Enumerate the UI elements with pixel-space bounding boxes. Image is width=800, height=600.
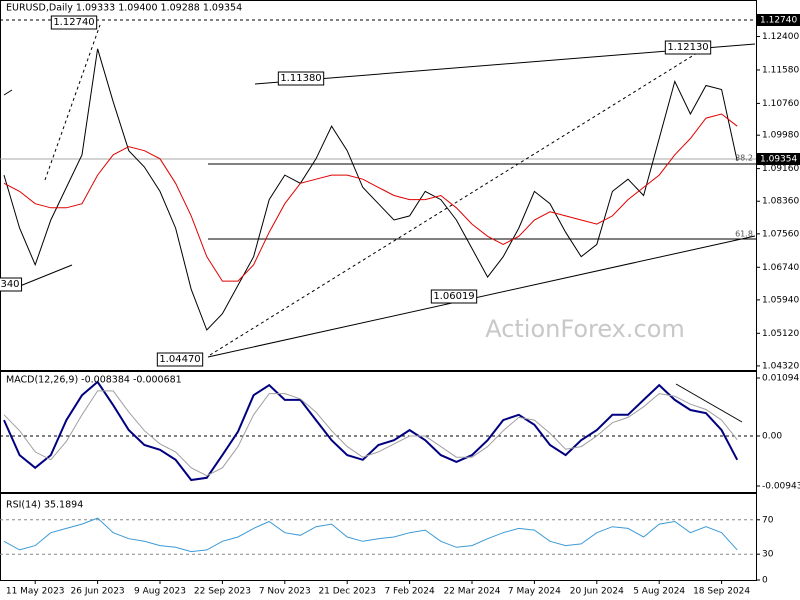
x-tick-label: 7 Feb 2024	[384, 587, 435, 597]
y-tick-label: -0.009435	[762, 481, 800, 491]
trendline	[209, 44, 711, 356]
macd-panel	[0, 371, 757, 493]
panel-title: EURUSD,Daily 1.09333 1.09400 1.09288 1.0…	[6, 3, 242, 14]
y-tick-label: 1.10760	[762, 99, 799, 109]
x-tick-label: 9 Aug 2023	[134, 587, 186, 597]
axis-label: 1.12740	[760, 16, 797, 26]
x-tick-label: 22 Mar 2024	[443, 587, 500, 597]
annotation: 1.11380	[280, 73, 321, 84]
panel-title: MACD(12,26,9) -0.008384 -0.000681	[6, 375, 182, 386]
macd-trendline	[675, 383, 743, 423]
axis-label-box	[757, 14, 800, 26]
x-tick-label: 22 Sep 2023	[194, 587, 251, 597]
panel-title: RSI(14) 35.1894	[6, 500, 83, 511]
x-tick-label: 5 Aug 2024	[633, 587, 685, 597]
y-tick-label: 1.06740	[762, 263, 799, 273]
y-tick-label: 1.04320	[762, 361, 799, 371]
annotation-box	[430, 289, 478, 304]
x-tick-label: 11 May 2023	[6, 587, 65, 597]
annotation: 1.12130	[667, 42, 708, 53]
trendline	[207, 235, 756, 358]
annotation: 1.06019	[433, 291, 474, 302]
y-tick-label: 30	[762, 550, 774, 560]
annotation-box	[277, 71, 325, 86]
annotation-box	[0, 277, 23, 292]
y-tick-label: 1.07560	[762, 229, 799, 239]
y-tick-label: 1.05940	[762, 295, 799, 305]
axis-label: 1.09354	[760, 155, 797, 165]
rsi-panel	[0, 493, 757, 581]
series-line	[3, 517, 738, 553]
annotation-box	[664, 40, 712, 55]
annotation-box	[156, 352, 204, 367]
series-line	[3, 390, 738, 477]
y-tick-label: 1.09980	[762, 131, 799, 141]
annotation: 1.12740	[53, 17, 94, 28]
x-tick-label: 7 May 2024	[508, 587, 561, 597]
series-line	[3, 48, 738, 331]
annotation: 1.04470	[159, 354, 200, 365]
y-tick-label: 0	[762, 576, 768, 586]
trendline	[3, 89, 13, 96]
x-tick-label: 21 Dec 2023	[318, 587, 376, 597]
annotation-box	[50, 15, 98, 30]
y-tick-label: 1.11580	[762, 65, 799, 75]
price-panel	[0, 0, 757, 371]
axis-label-box	[757, 153, 800, 165]
y-tick-label: 0.01094	[762, 373, 799, 383]
annotation: 340	[0, 279, 19, 290]
series-line	[3, 113, 738, 282]
y-tick-label: 1.05120	[762, 329, 799, 339]
y-tick-label: 1.08360	[762, 197, 799, 207]
y-tick-label: 0.00	[762, 431, 782, 441]
watermark: ActionForex.com	[485, 315, 685, 343]
x-tick-label: 20 Jun 2024	[570, 587, 624, 597]
y-tick-label: 70	[762, 515, 774, 525]
x-tick-label: 26 Jun 2023	[71, 587, 125, 597]
x-tick-label: 18 Sep 2024	[693, 587, 750, 597]
series-line	[3, 380, 739, 482]
y-tick-label: 1.12400	[762, 32, 799, 42]
y-tick-label: 1.09160	[762, 164, 799, 174]
annotation: 61.8	[735, 230, 753, 239]
x-tick-label: 7 Nov 2023	[259, 587, 311, 597]
annotation: 38.2	[735, 154, 753, 163]
